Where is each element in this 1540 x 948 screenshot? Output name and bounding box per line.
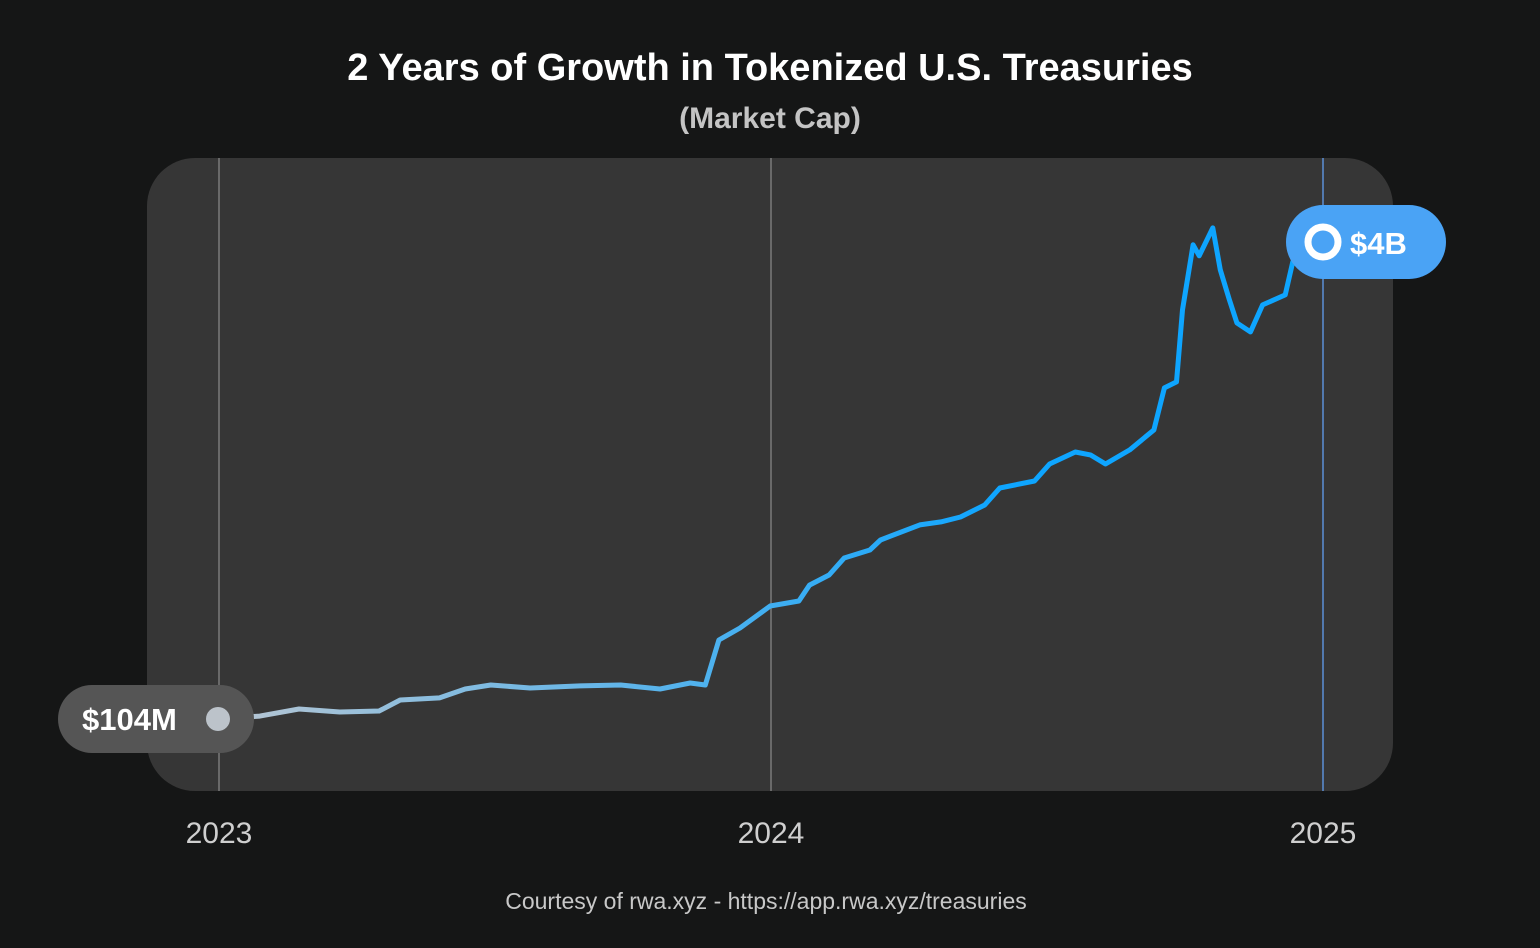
- series-line: [216, 225, 1326, 722]
- x-tick-label: 2025: [1290, 817, 1357, 850]
- chart-subtitle: (Market Cap): [679, 102, 861, 135]
- credit-text: Courtesy of rwa.xyz - https://app.rwa.xy…: [505, 888, 1027, 914]
- start-point-marker: [206, 707, 230, 731]
- x-tick-label: 2023: [186, 817, 253, 850]
- x-tick-label: 2024: [738, 817, 805, 850]
- end-point-marker: [1304, 223, 1342, 261]
- x-axis-ticks: 2023 2024 2025: [186, 817, 1357, 850]
- end-value-label: $4B: [1350, 226, 1407, 261]
- start-value-label: $104M: [82, 702, 177, 737]
- chart-title: 2 Years of Growth in Tokenized U.S. Trea…: [347, 47, 1192, 89]
- start-value-pill: $104M: [58, 685, 254, 753]
- end-value-pill: $4B: [1286, 205, 1446, 279]
- plot-area: [147, 158, 1393, 791]
